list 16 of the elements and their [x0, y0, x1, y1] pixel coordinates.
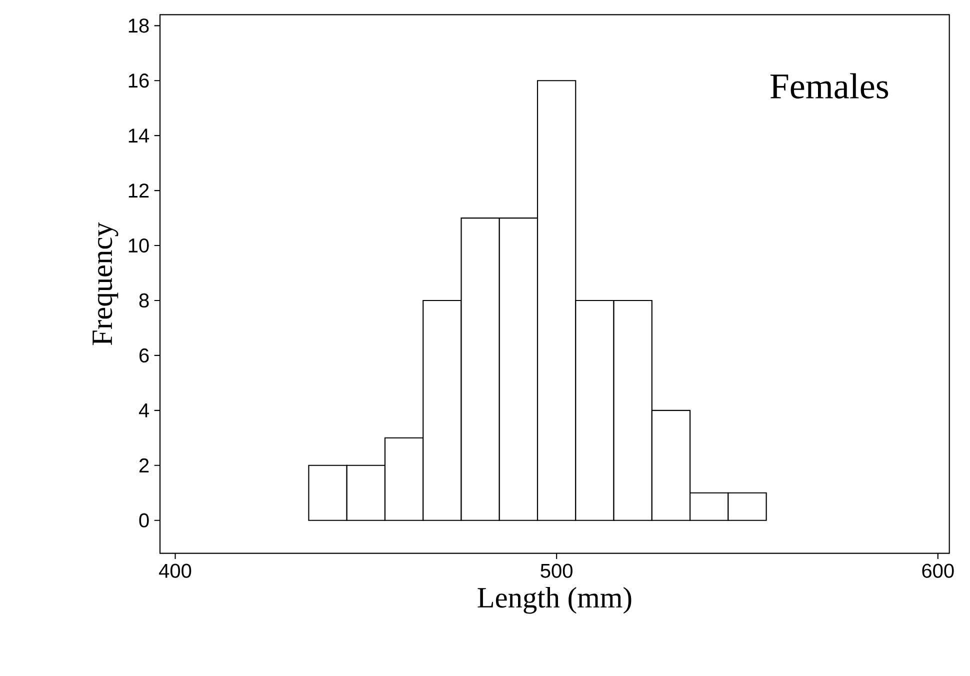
- y-tick-label: 10: [128, 238, 149, 253]
- x-axis-title: Length (mm): [478, 587, 632, 614]
- y-tick-label: 14: [128, 128, 150, 142]
- y-tick-label: 18: [128, 18, 149, 33]
- y-tick-label: 6: [140, 348, 149, 363]
- x-tick-label: 400: [159, 564, 192, 578]
- y-tick-label: 8: [139, 293, 149, 308]
- y-axis-title: Frequency: [92, 222, 118, 346]
- x-tick-label: 600: [922, 564, 954, 578]
- x-tick-label: 500: [540, 564, 572, 578]
- y-tick-label: 4: [138, 404, 150, 418]
- annotation: Females: [770, 73, 888, 99]
- y-tick-label: 2: [139, 458, 149, 472]
- y-tick-label: 12: [128, 184, 149, 198]
- y-tick-label: 16: [128, 74, 149, 88]
- y-tick-label: 0: [139, 513, 149, 528]
